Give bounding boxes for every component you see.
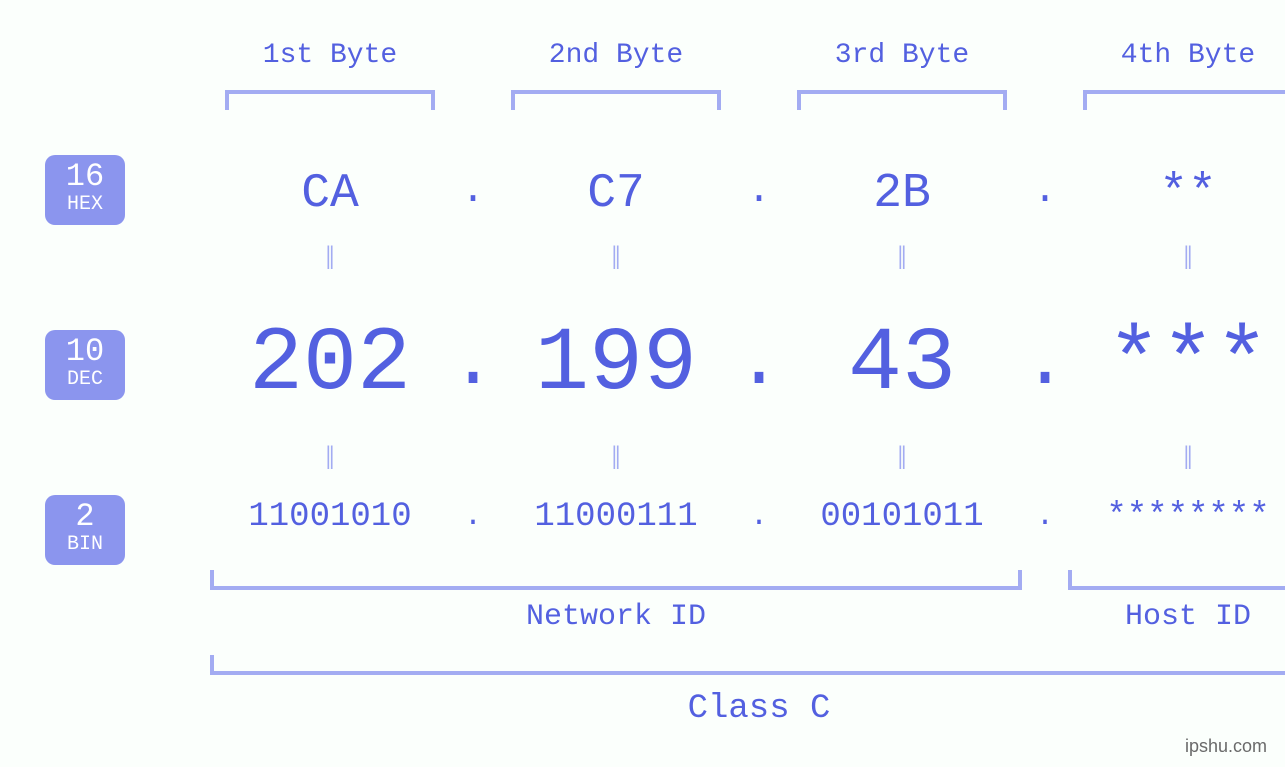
host-id-bracket	[1068, 570, 1285, 590]
base-number: 10	[45, 336, 125, 368]
base-badge-dec: 10DEC	[45, 330, 125, 400]
hex-byte-1: CA	[205, 170, 455, 218]
byte-header-1: 1st Byte	[205, 40, 455, 71]
class-bracket	[210, 655, 1285, 675]
eq-dec-bin-3: ‖	[777, 440, 1027, 480]
dec-byte-2: 199	[491, 320, 741, 410]
eq-hex-dec-2: ‖	[491, 240, 741, 280]
base-label: HEX	[45, 195, 125, 215]
base-number: 16	[45, 161, 125, 193]
hex-byte-3: 2B	[777, 170, 1027, 218]
bin-byte-2: 11000111	[491, 500, 741, 534]
dec-byte-1: 202	[205, 320, 455, 410]
eq-hex-dec-4: ‖	[1063, 240, 1285, 280]
class-label: Class C	[210, 690, 1285, 728]
bin-byte-3: 00101011	[777, 500, 1027, 534]
base-label: DEC	[45, 370, 125, 390]
eq-hex-dec-1: ‖	[205, 240, 455, 280]
byte-header-3: 3rd Byte	[777, 40, 1027, 71]
byte-bracket-top-1	[225, 90, 435, 110]
byte-bracket-top-2	[511, 90, 721, 110]
bin-byte-1: 11001010	[205, 500, 455, 534]
byte-bracket-top-3	[797, 90, 1007, 110]
watermark: ipshu.com	[1185, 736, 1267, 757]
base-badge-hex: 16HEX	[45, 155, 125, 225]
base-number: 2	[45, 501, 125, 533]
host-id-label: Host ID	[1068, 600, 1285, 634]
network-id-bracket	[210, 570, 1022, 590]
hex-byte-4: **	[1063, 170, 1285, 218]
eq-hex-dec-3: ‖	[777, 240, 1027, 280]
bin-byte-4: ********	[1063, 500, 1285, 534]
byte-bracket-top-4	[1083, 90, 1285, 110]
hex-byte-2: C7	[491, 170, 741, 218]
eq-dec-bin-4: ‖	[1063, 440, 1285, 480]
network-id-label: Network ID	[210, 600, 1022, 634]
eq-dec-bin-1: ‖	[205, 440, 455, 480]
byte-header-2: 2nd Byte	[491, 40, 741, 71]
base-label: BIN	[45, 535, 125, 555]
dec-byte-3: 43	[777, 320, 1027, 410]
dec-byte-4: ***	[1063, 320, 1285, 410]
byte-header-4: 4th Byte	[1063, 40, 1285, 71]
eq-dec-bin-2: ‖	[491, 440, 741, 480]
base-badge-bin: 2BIN	[45, 495, 125, 565]
